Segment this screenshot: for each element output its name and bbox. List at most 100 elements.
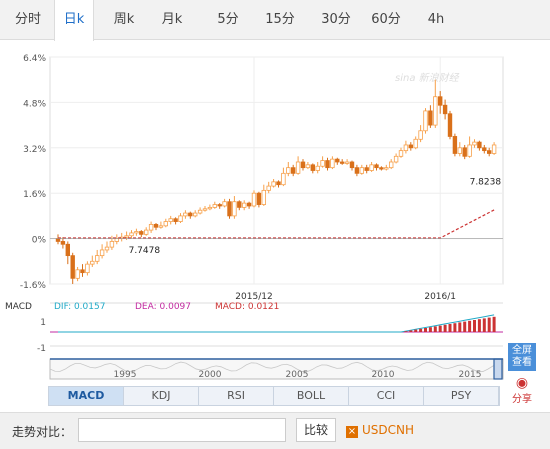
price-high-label: 7.8238 xyxy=(470,178,502,188)
tab-3[interactable]: 月k xyxy=(161,12,183,27)
candle-body xyxy=(178,215,183,222)
candle-body xyxy=(413,138,418,149)
candle-body xyxy=(330,158,335,169)
macd-dif-line xyxy=(58,314,495,333)
period-tabs: 分时 日k 周k 月k 5分 15分 30分 60分 4h xyxy=(0,0,550,41)
candle-body xyxy=(349,161,355,169)
macd-bar xyxy=(419,328,423,332)
tab-6[interactable]: 30分 xyxy=(321,12,351,27)
candle-body xyxy=(124,235,129,238)
candle-body xyxy=(104,246,110,251)
macd-y-tick: -1 xyxy=(37,344,46,354)
candle-body xyxy=(129,232,134,237)
macd-bar xyxy=(473,320,476,332)
indicator-tab-1[interactable]: KDJ xyxy=(124,387,199,405)
candle-body xyxy=(281,172,286,186)
candle-body xyxy=(183,212,188,217)
candle-body xyxy=(442,104,448,115)
candle-body xyxy=(148,224,154,231)
macd-dif-label: DIF: 0.0157 xyxy=(54,302,105,312)
compare-symbol: × USDCNH xyxy=(346,423,414,438)
tab-8[interactable]: 4h xyxy=(427,12,445,27)
indicator-tab-4[interactable]: CCI xyxy=(349,387,424,405)
macd-bar xyxy=(438,325,442,332)
compare-input[interactable] xyxy=(78,418,286,442)
candle-body xyxy=(452,136,458,154)
candle-body xyxy=(95,255,100,262)
macd-bar xyxy=(433,326,437,332)
tab-1[interactable]: 日k xyxy=(54,0,94,41)
candle-body xyxy=(408,144,413,149)
candle-body xyxy=(134,231,139,234)
macd-bar xyxy=(458,322,462,332)
candle-body xyxy=(295,161,301,174)
candle-body xyxy=(418,130,423,140)
candle-body xyxy=(75,269,80,279)
navigator-year-label: 1995 xyxy=(114,370,137,380)
candle-body xyxy=(192,212,198,217)
candle-body xyxy=(467,144,472,157)
macd-bar xyxy=(453,323,457,332)
tab-4[interactable]: 5分 xyxy=(217,12,239,27)
candle-body xyxy=(310,164,315,171)
symbol-label: USDCNH xyxy=(362,423,415,437)
candle-body xyxy=(153,224,159,228)
compare-label: 走势对比： xyxy=(12,425,73,439)
tab-7[interactable]: 60分 xyxy=(371,12,401,27)
weibo-icon: ◉ xyxy=(515,375,529,391)
candle-body xyxy=(139,231,144,235)
macd-bar xyxy=(428,327,432,332)
candle-body xyxy=(222,201,227,207)
navigator-line xyxy=(49,361,504,373)
candle-body xyxy=(398,150,404,157)
candle-body xyxy=(212,204,217,208)
macd-bar xyxy=(404,331,408,332)
candle-body xyxy=(232,201,237,217)
y-tick-label: -1.6% xyxy=(20,281,47,291)
watermark: sina 新浪财经 xyxy=(395,72,460,84)
compare-bar: 走势对比： 比较 × USDCNH xyxy=(0,412,550,449)
candle-body xyxy=(237,201,242,208)
navigator-year-label: 2015 xyxy=(459,370,482,380)
candle-body xyxy=(359,167,364,174)
candle-body xyxy=(168,218,173,222)
share-button[interactable]: ◉ 分享 xyxy=(508,376,536,406)
tab-2[interactable]: 周k xyxy=(113,12,135,27)
candle-body xyxy=(271,181,276,187)
macd-bar xyxy=(487,317,491,332)
macd-bar xyxy=(463,321,467,332)
tab-0[interactable]: 分时 xyxy=(14,12,41,27)
candle-body xyxy=(251,192,257,207)
tab-5[interactable]: 15分 xyxy=(265,12,295,27)
indicator-tab-0[interactable]: MACD xyxy=(49,387,124,405)
y-tick-label: 4.8% xyxy=(23,99,46,109)
candle-body xyxy=(158,225,164,228)
candle-body xyxy=(491,144,497,154)
candle-body xyxy=(246,202,252,207)
candle-body xyxy=(369,164,374,171)
indicator-tab-5[interactable]: PSY xyxy=(424,387,499,405)
y-tick-label: 6.4% xyxy=(23,54,46,64)
macd-value-label: MACD: 0.0121 xyxy=(215,302,279,312)
remove-symbol-icon[interactable]: × xyxy=(346,426,358,438)
candle-body xyxy=(143,229,149,235)
indicator-tab-3[interactable]: BOLL xyxy=(274,387,349,405)
candle-body xyxy=(433,96,438,126)
candle-body xyxy=(197,209,203,214)
compare-button[interactable]: 比较 xyxy=(296,418,336,442)
candle-body xyxy=(188,212,193,217)
macd-bar xyxy=(468,320,472,332)
candle-body xyxy=(447,113,453,137)
candle-body xyxy=(227,201,232,217)
candle-body xyxy=(163,221,168,227)
candle-body xyxy=(325,160,330,169)
y-tick-label: 0% xyxy=(32,236,47,246)
x-tick-label: 2015/12 xyxy=(235,292,272,302)
candle-body xyxy=(217,204,222,207)
macd-bar xyxy=(443,324,447,332)
candle-body xyxy=(276,181,281,186)
candle-body xyxy=(423,110,428,132)
candle-body xyxy=(109,241,115,248)
fullscreen-button[interactable]: 全屏查看 xyxy=(508,343,536,371)
indicator-tab-2[interactable]: RSI xyxy=(199,387,274,405)
